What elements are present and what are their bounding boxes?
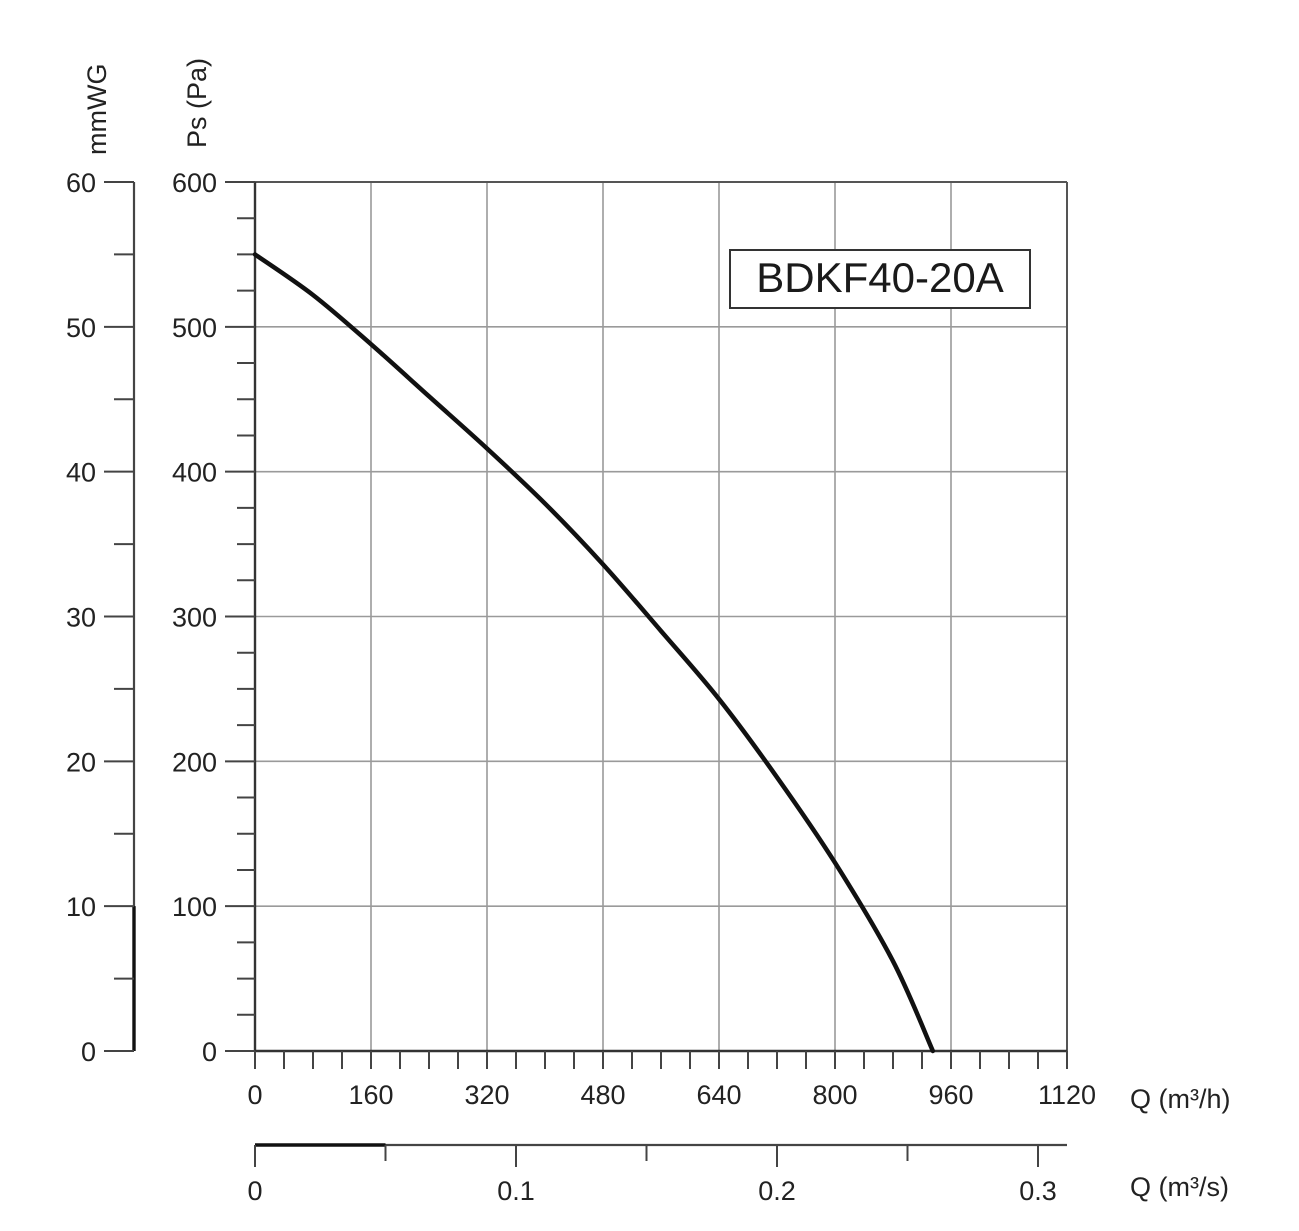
y-primary-axis-title: Ps (Pa): [182, 58, 212, 148]
y-primary-tick-label: 300: [172, 603, 217, 633]
y-primary-tick-label: 600: [172, 168, 217, 198]
x-primary-tick-label: 800: [812, 1080, 857, 1110]
y-secondary-tick-label: 20: [66, 747, 96, 777]
grid-lines: [255, 182, 1067, 1051]
x-primary-tick-label: 960: [928, 1080, 973, 1110]
x-secondary-axis-title: Q (m³/s): [1130, 1172, 1229, 1202]
y-primary-tick-label: 100: [172, 892, 217, 922]
x-secondary-tick-label: 0.2: [758, 1176, 796, 1206]
y-primary-tick-label: 200: [172, 747, 217, 777]
y-secondary-tick-label: 60: [66, 168, 96, 198]
x-secondary-tick-label: 0: [247, 1176, 262, 1206]
model-label: BDKF40-20A: [756, 254, 1003, 301]
x-primary-tick-label: 320: [464, 1080, 509, 1110]
y-primary-tick-label: 0: [202, 1037, 217, 1067]
x-primary-tick-label: 1120: [1038, 1080, 1096, 1110]
y-secondary-tick-label: 40: [66, 458, 96, 488]
x-primary-tick-label: 0: [247, 1080, 262, 1110]
y-secondary-tick-label: 10: [66, 892, 96, 922]
performance-curve: [252, 252, 936, 1054]
model-label-box: [729, 249, 1031, 309]
y-primary-tick-label: 500: [172, 313, 217, 343]
x-secondary-tick-label: 0.3: [1019, 1176, 1057, 1206]
y-secondary-tick-label: 30: [66, 603, 96, 633]
x-secondary-tick-label: 0.1: [497, 1176, 535, 1206]
y-primary-tick-label: 400: [172, 458, 217, 488]
x-primary-axis-title: Q (m³/h): [1130, 1084, 1231, 1114]
y-secondary-tick-label: 50: [66, 313, 96, 343]
x-primary-tick-label: 480: [580, 1080, 625, 1110]
series-layer: [252, 252, 936, 1054]
x-primary-tick-label: 160: [348, 1080, 393, 1110]
y-secondary-axis-title: mmWG: [82, 64, 112, 155]
axis-ticks: [104, 181, 1068, 1167]
y-secondary-tick-label: 0: [81, 1037, 96, 1067]
x-primary-tick-label: 640: [696, 1080, 741, 1110]
